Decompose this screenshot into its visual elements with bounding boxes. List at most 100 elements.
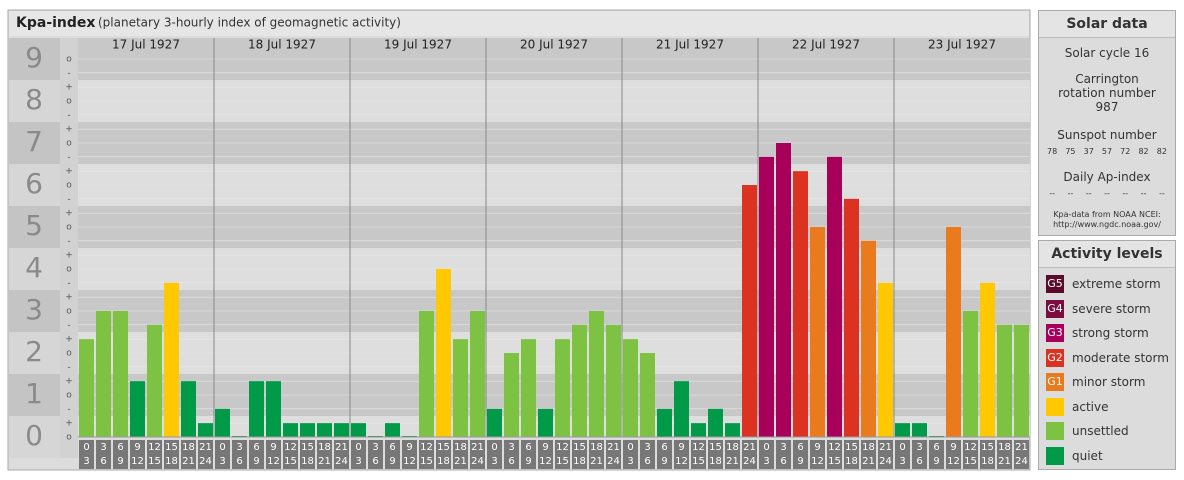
day-label: 22 Jul 1927 [792,38,860,52]
x-tick-label: 12 [403,456,416,467]
left-band [9,374,60,416]
x-tick-label: 12 [556,442,569,453]
y-tick-label: 7 [25,125,43,158]
y-tick-label: 9 [25,41,43,74]
minor-column [60,38,78,458]
x-tick-label: 3 [236,442,242,453]
x-tick-label: 3 [644,442,650,453]
x-label-box [504,440,519,469]
bar [453,339,468,437]
x-label-box [640,440,655,469]
bar [589,311,604,437]
legend-swatch: G3 [1046,324,1064,343]
x-tick-label: 18 [981,456,994,467]
ap-value: -- [1140,189,1147,198]
x-tick-label: 18 [301,456,314,467]
x-tick-label: 3 [355,456,361,467]
minor-tick-label: - [67,194,70,204]
x-tick-label: 15 [301,442,314,453]
x-tick-label: 21 [454,456,467,467]
day-label: 20 Jul 1927 [520,38,588,52]
x-label-box [317,440,332,469]
bar [334,423,349,437]
x-tick-label: 9 [542,442,548,453]
x-tick-label: 15 [845,442,858,453]
x-tick-label: 21 [726,456,739,467]
x-label-box [453,440,468,469]
x-tick-label: 21 [743,442,756,453]
x-label-box [793,440,808,469]
bar [147,324,162,437]
ap-title: Daily Ap-index [1063,170,1151,184]
x-tick-label: 9 [134,442,140,453]
x-tick-label: 0 [83,442,89,453]
x-label-box [402,440,417,469]
bar [793,171,808,437]
bar [895,423,910,437]
x-tick-label: 12 [267,456,280,467]
y-tick-label: 4 [25,251,43,284]
x-tick-label: 18 [726,442,739,453]
x-tick-label: 12 [811,456,824,467]
x-tick-label: 9 [933,456,939,467]
minor-tick-label: + [65,377,73,387]
left-band [9,122,60,164]
x-tick-label: 18 [165,456,178,467]
x-tick-label: 3 [899,456,905,467]
x-tick-label: 6 [372,456,378,467]
bar [776,143,791,437]
day-label: 17 Jul 1927 [112,38,180,52]
x-label-box [164,440,179,469]
legend-item: unsettled [1039,419,1175,444]
x-label-box [96,440,111,469]
bar [470,311,485,437]
x-label-box [657,440,672,469]
day-label: 21 Jul 1927 [656,38,724,52]
x-label-box [487,440,502,469]
legend: G5 extreme storm G4 severe storm G3 strong st… [1039,272,1175,468]
legend-item: G5 extreme storm [1039,272,1175,297]
x-label-box [623,440,638,469]
left-band [9,332,60,374]
y-tick-label: 0 [25,419,43,452]
x-tick-label: 3 [219,456,225,467]
legend-item: quiet [1039,444,1175,469]
x-tick-label: 24 [199,456,212,467]
bar [623,339,638,437]
x-label-box [351,440,366,469]
x-label-box [827,440,842,469]
x-tick-label: 0 [763,442,769,453]
left-band [9,38,60,80]
minor-tick-label: - [67,404,70,414]
panel-title: Solar data [1039,11,1175,38]
bar [283,423,298,437]
x-label-box [963,440,978,469]
ap-row: -- -- -- -- -- -- -- [1039,189,1175,198]
bar [742,185,757,437]
x-tick-label: 9 [253,456,259,467]
sunspot-number: 82 [1138,147,1149,156]
x-tick-label: 15 [964,456,977,467]
bar [572,324,587,437]
sunspot-number: 57 [1101,147,1113,156]
x-tick-label: 3 [627,456,633,467]
x-tick-label: 15 [148,456,161,467]
x-tick-label: 9 [270,442,276,453]
bar [164,282,179,437]
x-tick-label: 12 [947,456,960,467]
x-label-box [895,440,910,469]
minor-tick-label: - [67,236,70,246]
x-label-box [283,440,298,469]
x-tick-label: 21 [471,442,484,453]
bar [1014,324,1029,437]
x-label-box [759,440,774,469]
x-label-box [181,440,196,469]
x-label-box [470,440,485,469]
legend-swatch [1046,397,1064,416]
legend-swatch: G5 [1046,275,1064,294]
x-tick-label: 12 [148,442,161,453]
left-band [9,80,60,122]
minor-tick-label: + [65,251,73,261]
sunspot-number: 75 [1065,147,1076,156]
minor-tick-label: - [67,152,70,162]
